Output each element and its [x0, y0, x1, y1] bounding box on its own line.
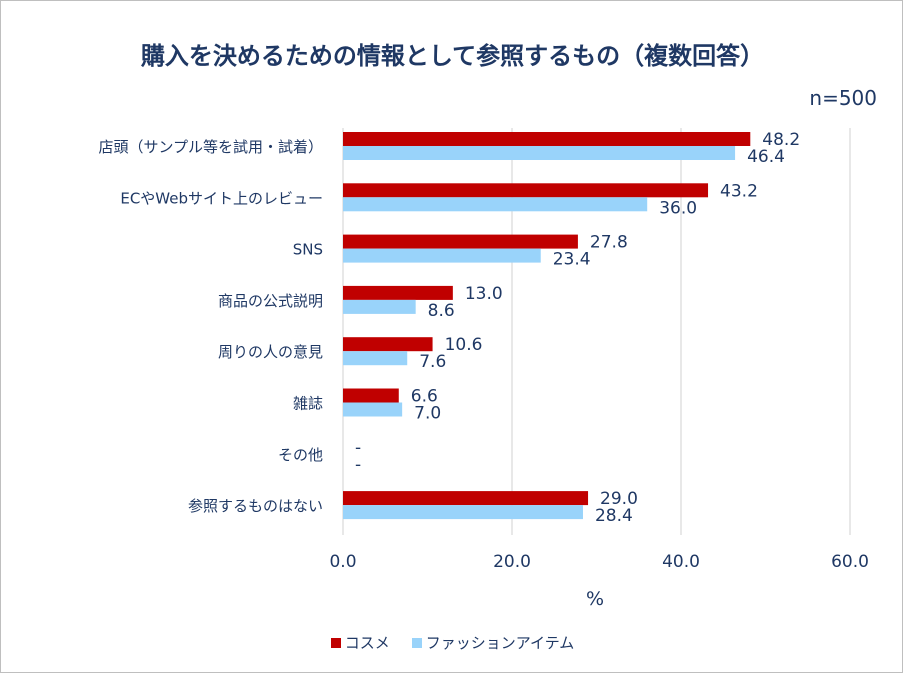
category-label: 周りの人の意見	[218, 343, 323, 361]
legend-label-cosmetics: コスメ	[344, 634, 390, 652]
bar-cosmetics	[343, 285, 453, 300]
legend-item-fashion: ファッションアイテム	[411, 632, 575, 653]
legend-swatch-fashion	[411, 637, 422, 648]
bar-fashion	[343, 505, 583, 520]
data-label: 7.6	[419, 352, 446, 372]
data-label: 43.2	[720, 181, 758, 201]
legend-label-fashion: ファッションアイテム	[425, 634, 575, 652]
x-tick-label: 60.0	[831, 552, 869, 572]
bar-fashion	[343, 146, 736, 160]
data-label: 29.0	[600, 489, 638, 509]
bar-fashion	[343, 351, 408, 366]
bar-fashion	[343, 299, 416, 314]
data-label: 8.6	[428, 301, 455, 321]
legend-item-cosmetics: コスメ	[330, 632, 390, 653]
chart-title: 購入を決めるための情報として参照するもの（複数回答）	[140, 42, 765, 70]
bar-cosmetics	[343, 132, 751, 146]
bar-fashion	[343, 402, 403, 417]
category-label: 店頭（サンプル等を試用・試着）	[98, 138, 323, 156]
data-label: 23.4	[553, 250, 591, 270]
category-label: その他	[278, 446, 323, 464]
bar-cosmetics	[343, 337, 433, 352]
x-tick-label: 40.0	[662, 552, 700, 572]
category-label: 雑誌	[293, 395, 323, 413]
data-label: 27.8	[590, 233, 628, 253]
data-label: 46.4	[747, 147, 785, 167]
data-label: 7.0	[414, 404, 441, 424]
x-axis-title: %	[586, 588, 605, 610]
bar-cosmetics	[343, 234, 578, 249]
data-label: 6.6	[411, 387, 438, 407]
bar-cosmetics	[343, 491, 589, 506]
bar-fashion	[343, 248, 541, 263]
data-label: 10.6	[445, 335, 483, 355]
x-tick-label: 20.0	[493, 552, 531, 572]
data-label: 36.0	[659, 198, 697, 218]
data-label: -	[355, 455, 361, 475]
legend-swatch-cosmetics	[330, 637, 341, 648]
legend: コスメ ファッションアイテム	[0, 632, 905, 653]
bar-fashion	[343, 197, 648, 212]
data-label: 28.4	[595, 506, 633, 526]
category-label: 商品の公式説明	[218, 292, 323, 310]
data-label: 48.2	[762, 130, 800, 150]
bar-cosmetics	[343, 388, 399, 403]
data-label: 13.0	[465, 284, 503, 304]
data-label: -	[355, 438, 361, 458]
bar-cosmetics	[343, 183, 709, 198]
x-tick-label: 0.0	[329, 552, 356, 572]
category-label: 参照するものはない	[188, 497, 323, 515]
category-label: SNS	[293, 241, 323, 259]
sample-size-label: n=500	[809, 86, 877, 110]
category-label: ECやWebサイト上のレビュー	[120, 189, 323, 207]
